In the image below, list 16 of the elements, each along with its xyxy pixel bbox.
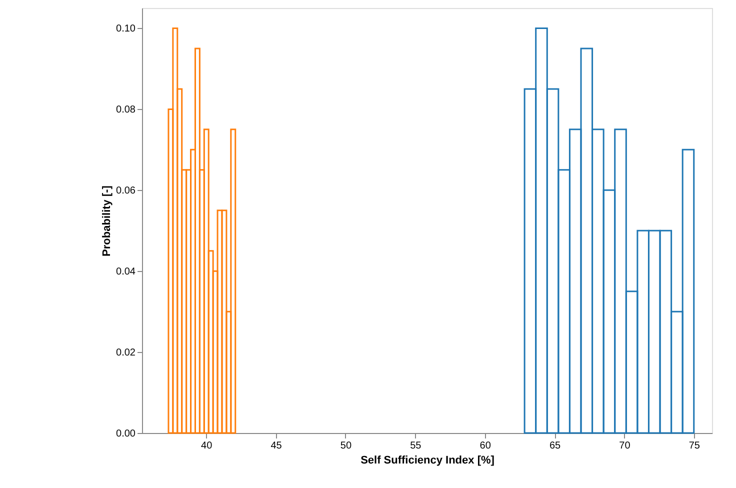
- x-axis-title: Self Sufficiency Index [%]: [360, 454, 495, 466]
- y-tick-label: 0.10: [116, 24, 136, 35]
- x-tick-label: 40: [201, 440, 213, 452]
- x-tick-label: 60: [480, 440, 492, 452]
- y-tick-label: 0.04: [116, 266, 136, 278]
- x-tick-label: 70: [619, 440, 631, 452]
- x-tick-label: 45: [270, 440, 282, 452]
- x-tick-label: 55: [410, 440, 422, 452]
- x-tick-label: 65: [549, 440, 562, 452]
- y-tick-label: 0.00: [116, 428, 136, 440]
- y-tick-label: 0.02: [116, 348, 136, 359]
- x-tick-label: 50: [340, 440, 352, 452]
- y-tick-label: 0.08: [116, 104, 136, 116]
- y-tick-label: 0.06: [116, 186, 136, 197]
- x-tick-label: 75: [688, 440, 700, 452]
- y-axis-title: Probability [-]: [101, 185, 114, 256]
